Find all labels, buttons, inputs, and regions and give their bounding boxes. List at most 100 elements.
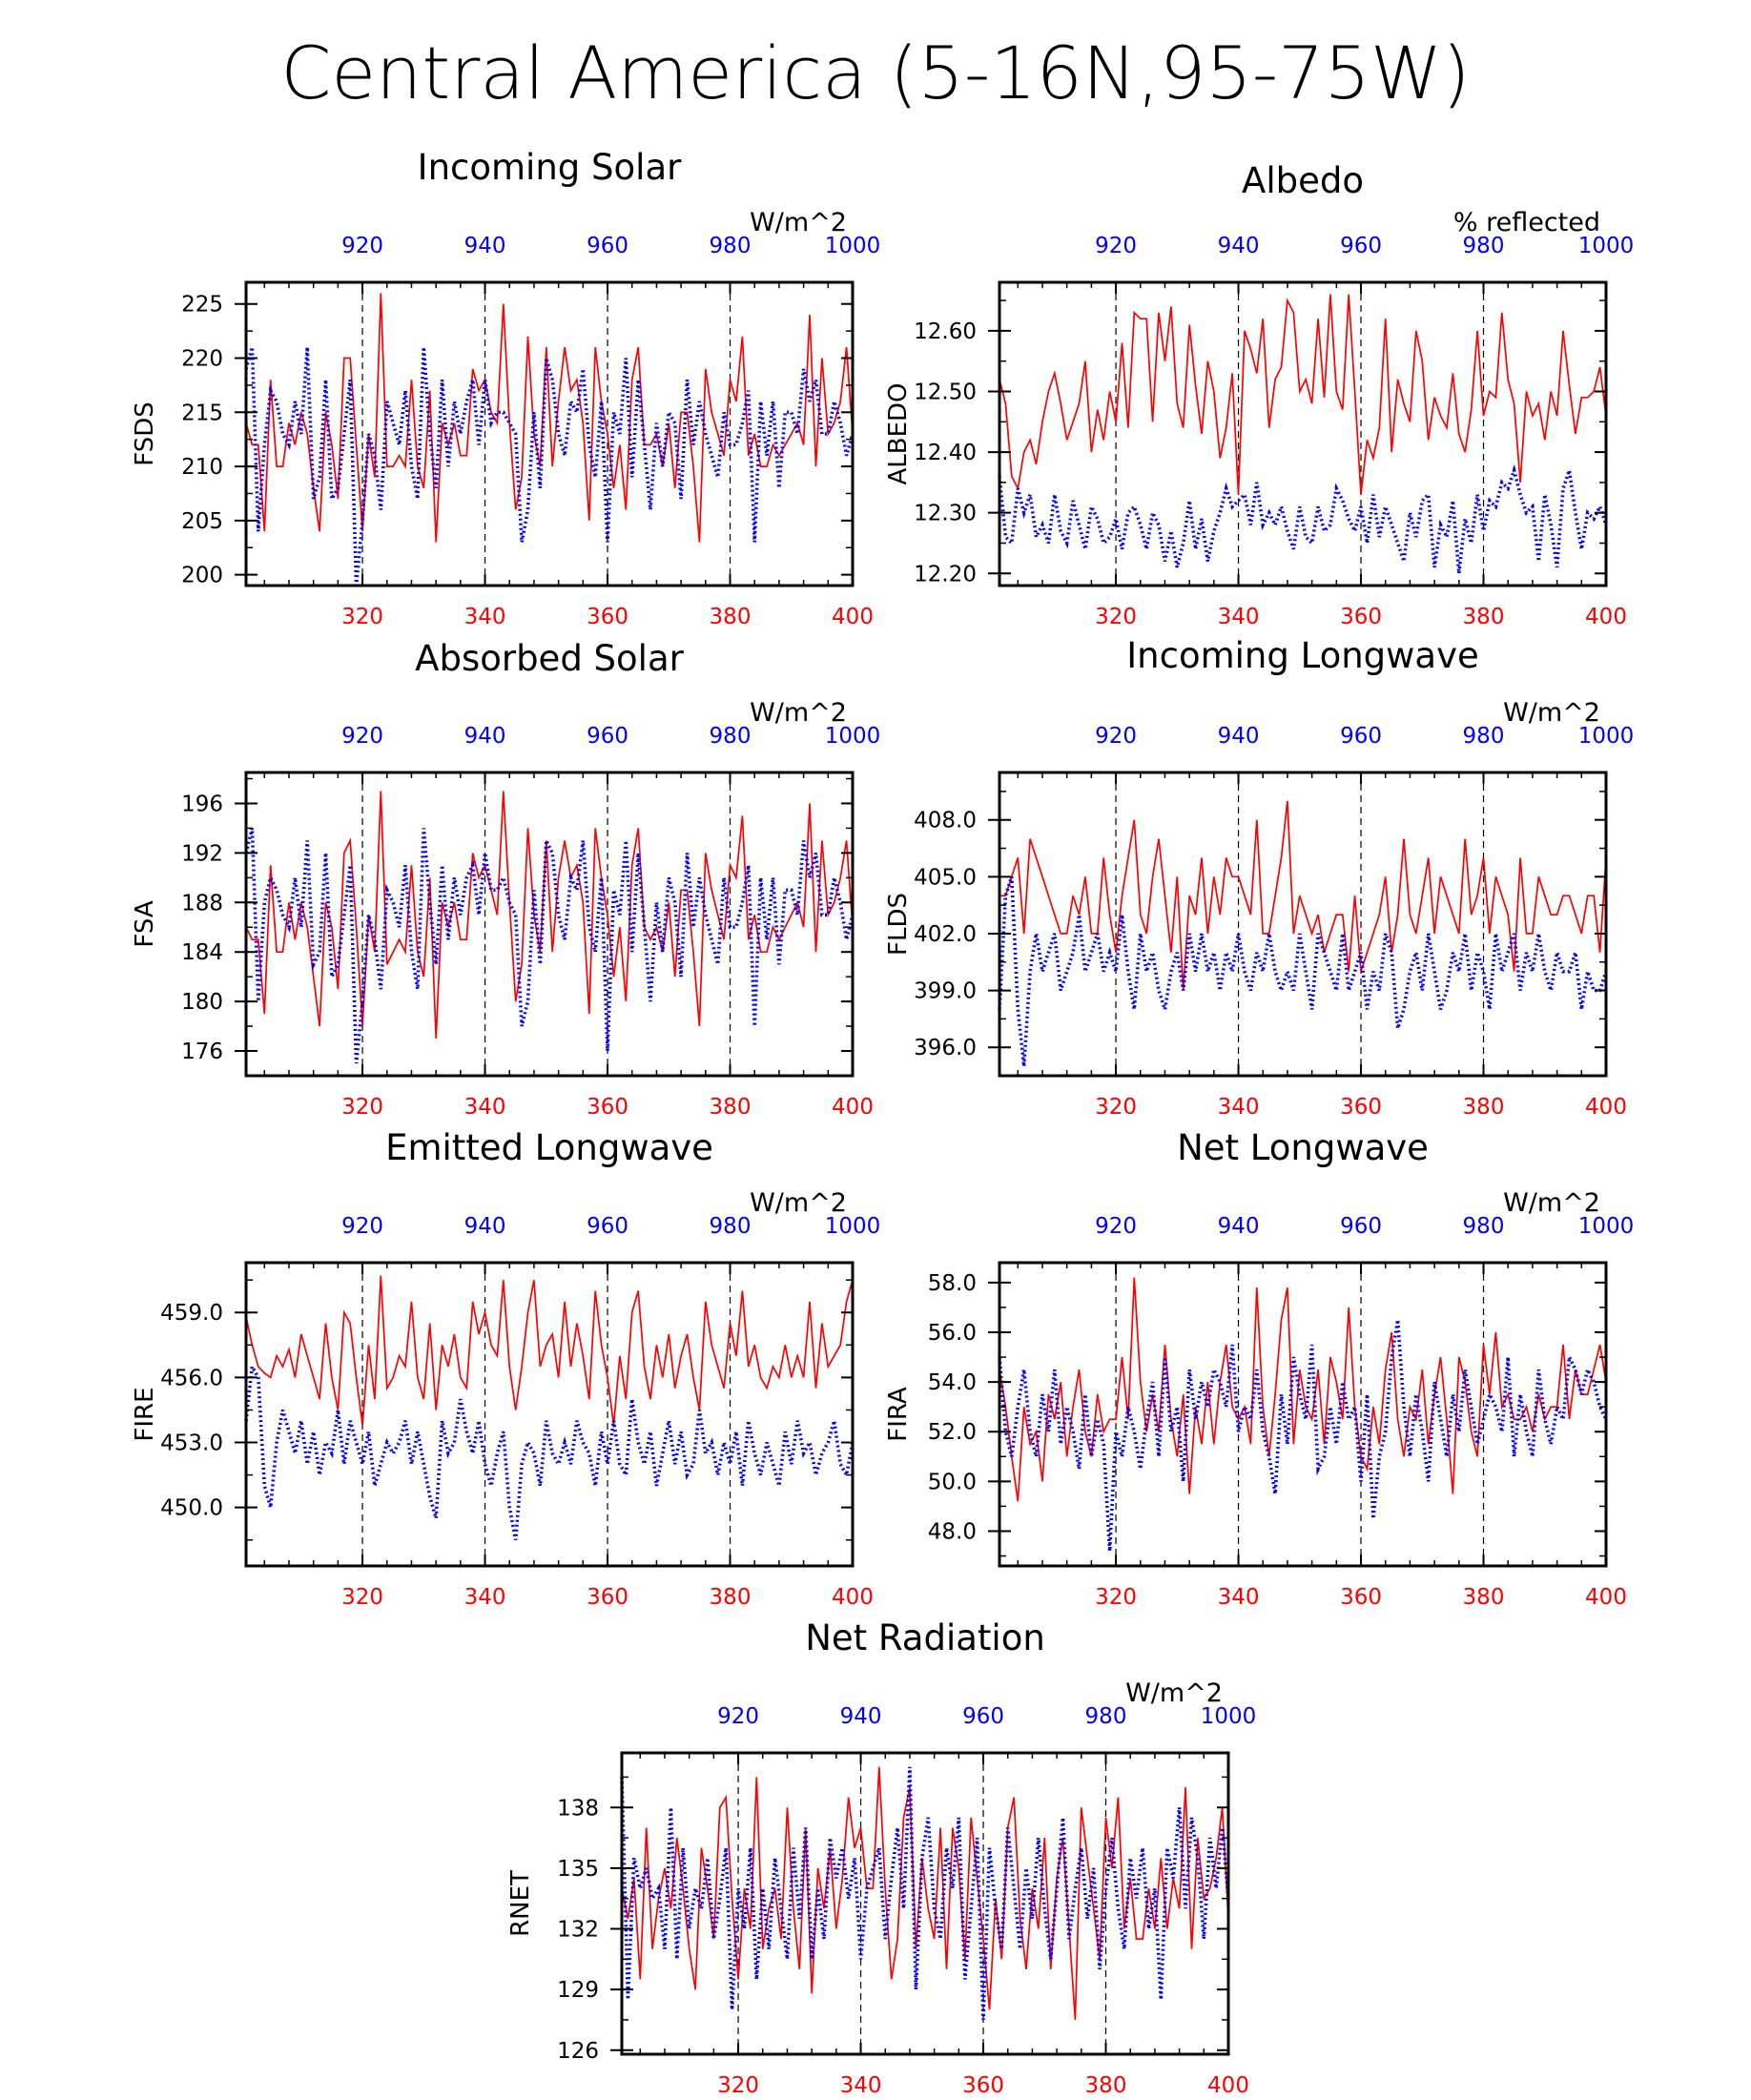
incoming-longwave-y-tick-label: 402.0	[914, 922, 977, 947]
absorbed-solar-x-tick-label: 360	[587, 1095, 628, 1120]
absorbed-solar-y-tick-label: 180	[181, 990, 223, 1015]
emitted-longwave-x-top-tick-label: 940	[464, 1214, 506, 1239]
net-radiation-x-tick-label: 400	[1207, 2073, 1249, 2098]
absorbed-solar-x-top-tick-label: 920	[341, 724, 383, 749]
emitted-longwave-x-tick-label: 320	[341, 1585, 383, 1610]
absorbed-solar-panel: Absorbed Solar W/m^2 FSA 320 340 360 380 400 920…	[131, 638, 880, 1120]
incoming-solar-y-tick-label: 200	[181, 564, 223, 588]
incoming-solar-x-tick-label: 360	[587, 605, 628, 629]
absorbed-solar-plot-frame	[244, 771, 855, 1078]
albedo-x-tick-label: 320	[1095, 605, 1137, 629]
emitted-longwave-series-top-axis-line	[244, 1361, 855, 1541]
incoming-solar-title: Incoming Solar	[418, 147, 682, 188]
net-longwave-title: Net Longwave	[1177, 1127, 1429, 1168]
incoming-longwave-y-tick-label: 405.0	[914, 865, 977, 890]
incoming-longwave-y-tick-label: 396.0	[914, 1036, 977, 1060]
incoming-longwave-x-top-tick-label: 920	[1095, 724, 1137, 749]
incoming-longwave-x-top-tick-label: 1000	[1578, 724, 1635, 749]
albedo-ylabel: ALBEDO	[884, 382, 913, 484]
incoming-solar-x-tick-label: 400	[832, 605, 874, 629]
absorbed-solar-y-tick-label: 188	[181, 891, 223, 916]
incoming-solar-x-top-tick-label: 1000	[825, 234, 881, 258]
net-radiation-y-tick-label: 126	[557, 2039, 599, 2064]
net-longwave-x-top-tick-label: 980	[1463, 1214, 1505, 1239]
net-longwave-y-tick-label: 58.0	[928, 1271, 977, 1296]
absorbed-solar-x-tick-label: 400	[832, 1095, 874, 1120]
emitted-longwave-y-tick-label: 456.0	[160, 1366, 223, 1390]
net-longwave-x-tick-label: 340	[1218, 1585, 1260, 1610]
net-longwave-panel: Net Longwave W/m^2 FIRA 320 340 360 380 400 920 9…	[884, 1127, 1634, 1610]
incoming-longwave-x-tick-label: 320	[1095, 1095, 1137, 1120]
incoming-longwave-series-top-axis-line	[998, 875, 1608, 1067]
absorbed-solar-x-tick-label: 340	[464, 1095, 506, 1120]
absorbed-solar-x-tick-label: 320	[341, 1095, 383, 1120]
emitted-longwave-x-tick-label: 340	[464, 1585, 506, 1610]
incoming-solar-x-tick-label: 340	[464, 605, 506, 629]
albedo-x-top-tick-label: 960	[1340, 234, 1382, 258]
net-radiation-x-tick-label: 320	[717, 2073, 759, 2098]
albedo-series-top-axis-line	[998, 463, 1608, 574]
albedo-y-tick-label: 12.50	[914, 380, 977, 404]
net-radiation-x-top-tick-label: 980	[1085, 1704, 1127, 1729]
incoming-longwave-x-top-tick-label: 960	[1340, 724, 1382, 749]
emitted-longwave-panel: Emitted Longwave W/m^2 FIRE 320 340 360 380 400…	[131, 1127, 880, 1610]
net-radiation-x-tick-label: 380	[1085, 2073, 1127, 2098]
incoming-longwave-x-tick-label: 340	[1218, 1095, 1260, 1120]
incoming-solar-panel: Incoming Solar W/m^2 FSDS 320 340 360 380 400 92…	[131, 147, 880, 629]
emitted-longwave-x-tick-label: 360	[587, 1585, 628, 1610]
emitted-longwave-x-tick-label: 400	[832, 1585, 874, 1610]
incoming-longwave-y-tick-label: 408.0	[914, 809, 977, 834]
absorbed-solar-title: Absorbed Solar	[415, 638, 684, 679]
emitted-longwave-y-tick-label: 450.0	[160, 1496, 223, 1521]
emitted-longwave-plot-frame	[244, 1261, 855, 1568]
net-radiation-ylabel: RNET	[506, 1870, 535, 1937]
emitted-longwave-x-top-tick-label: 1000	[825, 1214, 881, 1239]
incoming-longwave-units-label: W/m^2	[1503, 698, 1600, 728]
incoming-longwave-x-tick-label: 360	[1340, 1095, 1382, 1120]
incoming-longwave-x-tick-label: 380	[1463, 1095, 1505, 1120]
incoming-solar-plot-frame	[244, 280, 855, 587]
net-radiation-y-tick-label: 135	[557, 1857, 599, 1882]
albedo-x-top-tick-label: 920	[1095, 234, 1137, 258]
net-longwave-series-top-axis-line	[998, 1319, 1608, 1552]
albedo-panel: Albedo % reflected ALBEDO 320 340 360 380 400 92…	[884, 160, 1634, 629]
absorbed-solar-series-top-axis-line	[244, 827, 855, 1064]
albedo-title: Albedo	[1242, 160, 1364, 201]
emitted-longwave-y-tick-label: 459.0	[160, 1301, 223, 1326]
net-radiation-x-top-tick-label: 1000	[1201, 1704, 1257, 1729]
net-radiation-y-tick-label: 138	[557, 1796, 599, 1821]
incoming-longwave-title: Incoming Longwave	[1126, 635, 1479, 676]
incoming-solar-x-top-tick-label: 920	[341, 234, 383, 258]
absorbed-solar-x-top-tick-label: 960	[587, 724, 628, 749]
absorbed-solar-y-tick-label: 192	[181, 841, 223, 866]
incoming-solar-y-tick-label: 205	[181, 509, 223, 534]
incoming-longwave-x-top-tick-label: 980	[1463, 724, 1505, 749]
absorbed-solar-x-tick-label: 380	[710, 1095, 752, 1120]
incoming-solar-x-top-tick-label: 940	[464, 234, 506, 258]
net-radiation-x-tick-label: 340	[840, 2073, 882, 2098]
incoming-solar-ylabel: FSDS	[131, 401, 159, 466]
albedo-plot-frame	[998, 280, 1608, 587]
net-longwave-x-top-tick-label: 960	[1340, 1214, 1382, 1239]
albedo-x-top-tick-label: 940	[1218, 234, 1260, 258]
absorbed-solar-units-label: W/m^2	[750, 698, 847, 728]
net-longwave-plot-frame	[998, 1261, 1608, 1568]
incoming-solar-y-tick-label: 215	[181, 401, 223, 425]
net-longwave-y-tick-label: 52.0	[928, 1420, 977, 1445]
absorbed-solar-y-tick-label: 196	[181, 792, 223, 816]
incoming-longwave-plot-frame	[998, 771, 1608, 1078]
absorbed-solar-x-top-tick-label: 940	[464, 724, 506, 749]
emitted-longwave-x-top-tick-label: 920	[341, 1214, 383, 1239]
albedo-series-bottom-axis-line	[999, 294, 1607, 495]
emitted-longwave-title: Emitted Longwave	[385, 1127, 713, 1168]
net-radiation-units-label: W/m^2	[1125, 1678, 1223, 1708]
net-longwave-units-label: W/m^2	[1503, 1188, 1600, 1218]
absorbed-solar-x-top-tick-label: 1000	[825, 724, 881, 749]
absorbed-solar-ylabel: FSA	[131, 900, 159, 947]
incoming-longwave-series-bottom-axis-line	[999, 800, 1607, 991]
absorbed-solar-series-bottom-axis-line	[245, 791, 854, 1040]
incoming-longwave-x-top-tick-label: 940	[1218, 724, 1260, 749]
figure-title: Central America (5-16N,95-75W)	[280, 31, 1470, 115]
net-radiation-x-top-tick-label: 920	[717, 1704, 759, 1729]
